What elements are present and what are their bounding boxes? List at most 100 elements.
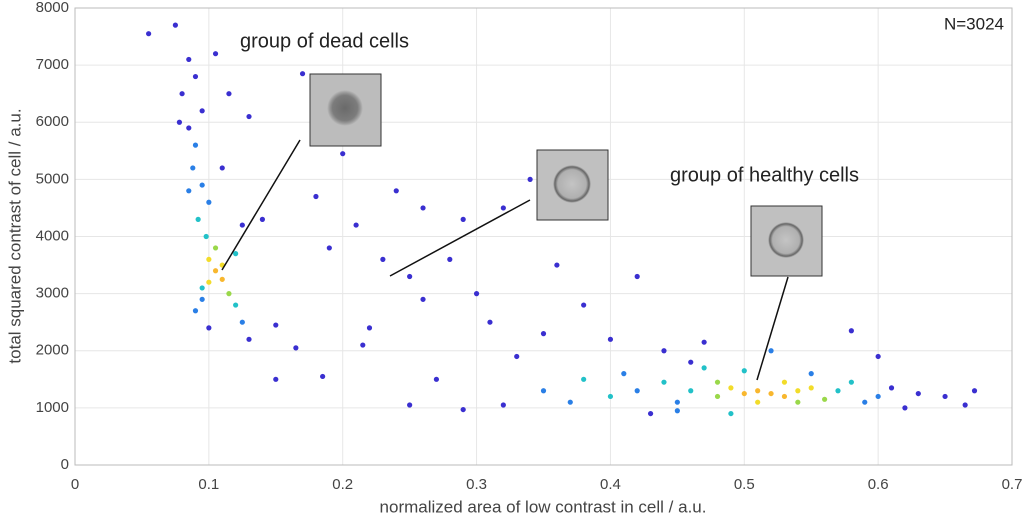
point [212, 268, 219, 274]
point [233, 251, 239, 257]
point [460, 216, 466, 222]
annotation: group of healthy cells [670, 164, 859, 186]
point [848, 328, 854, 334]
point [728, 410, 734, 417]
point [514, 353, 520, 360]
point [942, 393, 948, 400]
point [487, 319, 493, 325]
point [554, 262, 560, 268]
point [647, 410, 654, 417]
point [808, 385, 814, 391]
annotation: N=3024 [944, 14, 1004, 33]
y-tick-label: 3000 [36, 285, 69, 302]
point [219, 276, 225, 282]
point [795, 399, 801, 405]
point [203, 233, 209, 240]
x-tick-label: 0 [71, 476, 79, 493]
point [420, 296, 426, 302]
annotation: group of dead cells [240, 30, 409, 52]
callout-line [756, 276, 789, 381]
point [688, 359, 694, 365]
point [433, 376, 440, 382]
point [634, 273, 640, 280]
callouts [221, 73, 823, 381]
point [199, 285, 205, 291]
point [741, 390, 747, 397]
point [688, 388, 694, 394]
x-tick-label: 0.2 [332, 476, 353, 493]
point [607, 393, 614, 400]
point [420, 205, 426, 211]
point [233, 302, 239, 308]
point [212, 51, 219, 57]
point [366, 325, 373, 331]
point [393, 188, 399, 194]
point [199, 182, 205, 188]
point [581, 376, 587, 382]
point [835, 388, 841, 394]
y-tick-label: 1000 [36, 399, 69, 416]
cell [768, 222, 804, 258]
point [239, 319, 245, 325]
point [781, 393, 788, 400]
point [340, 151, 346, 157]
y-tick-label: 0 [61, 456, 69, 473]
point [540, 388, 547, 394]
point [360, 342, 366, 348]
point [795, 388, 801, 394]
point [728, 385, 734, 391]
y-tick-label: 7000 [36, 56, 69, 73]
point [862, 399, 868, 405]
point [634, 388, 640, 394]
point [581, 302, 587, 308]
point [146, 31, 152, 37]
point [192, 308, 199, 314]
point [875, 393, 881, 400]
point [527, 176, 533, 182]
point [447, 256, 453, 262]
point [661, 348, 667, 354]
point [500, 205, 506, 211]
point [206, 325, 212, 331]
x-tick-label: 0.4 [600, 476, 621, 493]
point [186, 56, 192, 63]
point [219, 165, 225, 171]
point [661, 379, 667, 385]
x-axis-label: normalized area of low contrast in cell … [380, 497, 707, 516]
x-tick-label: 0.7 [1002, 476, 1023, 493]
cell [553, 165, 591, 203]
point [212, 245, 219, 251]
point [313, 193, 319, 200]
point [755, 399, 761, 405]
point [848, 379, 854, 385]
plot-frame [74, 7, 1013, 466]
point [701, 365, 707, 371]
point [353, 222, 359, 228]
point [500, 402, 506, 408]
point [246, 336, 252, 342]
x-tick-label: 0.3 [466, 476, 487, 493]
point [273, 322, 279, 328]
point [246, 113, 252, 120]
point [206, 279, 212, 285]
point [607, 336, 614, 342]
callout-line [221, 139, 301, 271]
point [621, 371, 627, 377]
point [822, 396, 828, 402]
point [326, 245, 332, 251]
point [199, 108, 205, 114]
point [701, 339, 707, 345]
point [808, 371, 814, 377]
point [226, 91, 232, 97]
point [179, 91, 185, 97]
callout-line [389, 199, 531, 277]
point [199, 296, 205, 302]
point [971, 388, 978, 394]
point [902, 405, 908, 411]
x-tick-label: 0.6 [868, 476, 889, 493]
x-tick-label: 0.1 [198, 476, 219, 493]
point [186, 125, 192, 131]
y-axis-label: total squared contrast of cell / a.u. [5, 108, 24, 363]
point [540, 331, 547, 337]
